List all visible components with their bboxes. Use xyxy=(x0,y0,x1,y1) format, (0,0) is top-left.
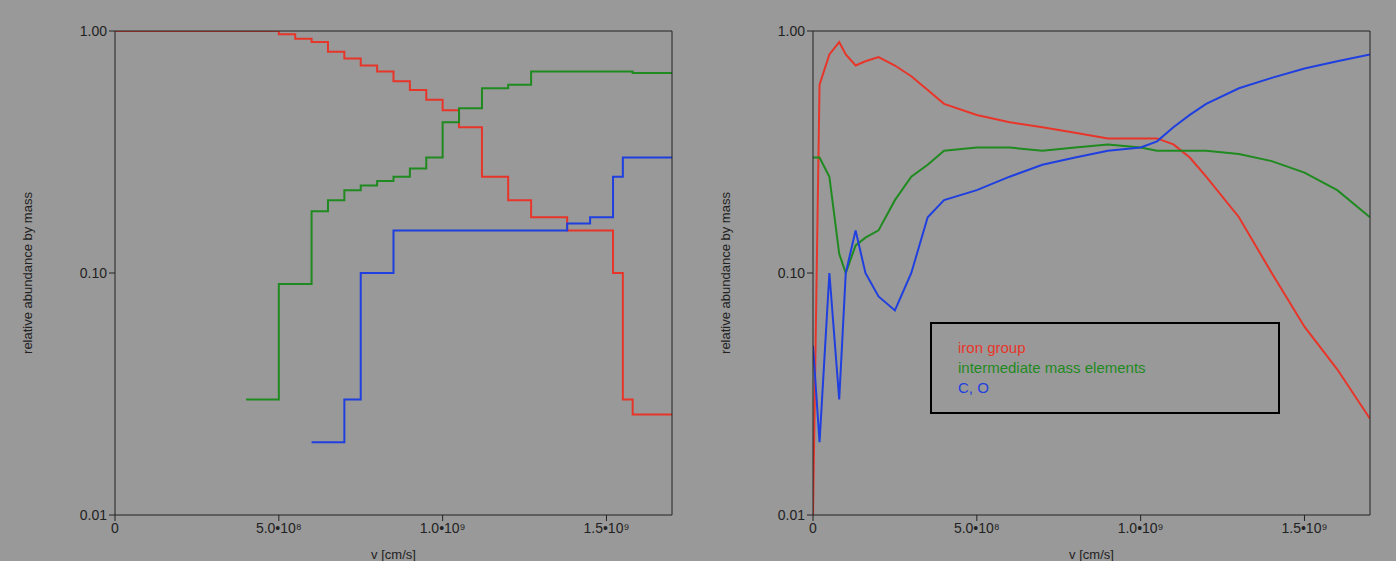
svg-text:0: 0 xyxy=(809,520,817,536)
svg-text:1.00: 1.00 xyxy=(80,23,107,39)
svg-text:0: 0 xyxy=(111,520,119,536)
svg-text:1.5•10⁹: 1.5•10⁹ xyxy=(1282,520,1328,536)
svg-text:relative abundance by mass: relative abundance by mass xyxy=(718,192,733,354)
svg-text:relative abundance by mass: relative abundance by mass xyxy=(20,192,35,354)
svg-text:v [cm/s]: v [cm/s] xyxy=(1069,547,1114,561)
svg-text:v [cm/s]: v [cm/s] xyxy=(371,547,416,561)
svg-text:5.0•10⁸: 5.0•10⁸ xyxy=(256,520,302,536)
svg-text:1.0•10⁹: 1.0•10⁹ xyxy=(1118,520,1164,536)
svg-text:0.10: 0.10 xyxy=(80,265,107,281)
svg-text:0.10: 0.10 xyxy=(778,265,805,281)
html-text:intermediate mass elements: intermediate mass elements xyxy=(958,359,1146,376)
html-text:iron group: iron group xyxy=(958,339,1026,356)
svg-text:1.0•10⁹: 1.0•10⁹ xyxy=(420,520,466,536)
svg-text:1.00: 1.00 xyxy=(778,23,805,39)
svg-text:5.0•10⁸: 5.0•10⁸ xyxy=(954,520,1000,536)
svg-text:1.5•10⁹: 1.5•10⁹ xyxy=(584,520,630,536)
html-text:C, O: C, O xyxy=(958,379,989,396)
svg-text:0.01: 0.01 xyxy=(80,507,107,523)
svg-text:0.01: 0.01 xyxy=(778,507,805,523)
